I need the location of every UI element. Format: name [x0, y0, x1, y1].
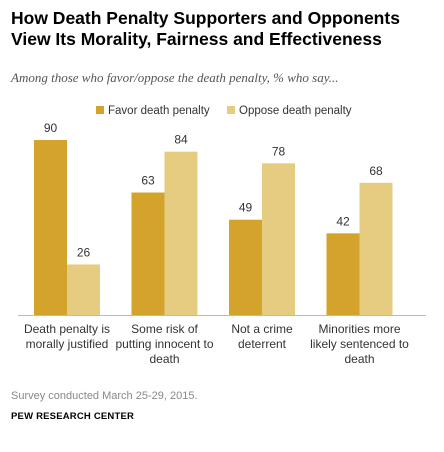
- data-label-favor-death-penalty-4: 42: [336, 214, 350, 228]
- category-label-2: Some risk of putting innocent to death: [115, 322, 213, 366]
- category-label-4: Minorities more likely sentenced to death: [310, 322, 409, 366]
- chart-subtitle: Among those who favor/oppose the death p…: [11, 70, 339, 85]
- data-label-oppose-death-penalty-2: 84: [174, 133, 188, 147]
- data-label-oppose-death-penalty-4: 68: [369, 164, 383, 178]
- legend-label-favor-death-penalty: Favor death penalty: [108, 105, 210, 117]
- legend-label-oppose-death-penalty: Oppose death penalty: [239, 105, 352, 117]
- bar-oppose-death-penalty-1: [67, 264, 100, 315]
- bar-favor-death-penalty-3: [229, 219, 262, 315]
- data-label-favor-death-penalty-3: 49: [239, 201, 253, 215]
- legend-swatch-oppose-death-penalty: [227, 106, 235, 114]
- data-label-oppose-death-penalty-1: 26: [77, 245, 91, 259]
- chart-title: How Death Penalty Supporters and Opponen…: [11, 8, 400, 49]
- bar-favor-death-penalty-4: [326, 233, 360, 315]
- data-label-favor-death-penalty-2: 63: [141, 174, 155, 188]
- legend-swatch-favor-death-penalty: [96, 106, 104, 114]
- bar-oppose-death-penalty-2: [164, 151, 198, 315]
- bar-favor-death-penalty-1: [34, 140, 67, 315]
- category-label-3: Not a crime deterrent: [231, 322, 293, 351]
- data-label-favor-death-penalty-1: 90: [44, 121, 58, 135]
- bar-oppose-death-penalty-4: [359, 182, 393, 315]
- source-label: PEW RESEARCH CENTER: [11, 411, 135, 422]
- data-label-oppose-death-penalty-3: 78: [272, 144, 286, 158]
- survey-note: Survey conducted March 25-29, 2015.: [11, 390, 198, 402]
- bar-oppose-death-penalty-3: [262, 163, 295, 315]
- bar-favor-death-penalty-2: [131, 192, 165, 315]
- category-label-1: Death penalty is morally justified: [24, 322, 110, 351]
